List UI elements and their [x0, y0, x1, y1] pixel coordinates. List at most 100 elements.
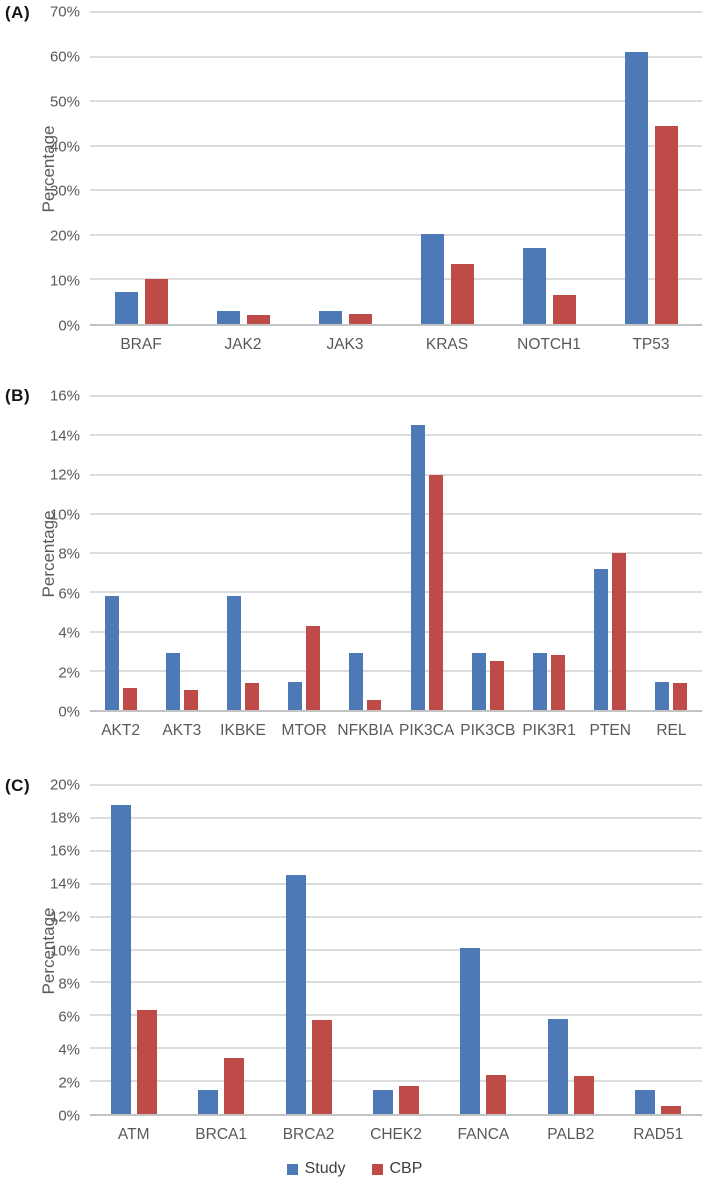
- gridline: [90, 981, 702, 984]
- bar-study-rad51: [635, 1090, 656, 1114]
- gridline: [90, 816, 702, 819]
- bar-study-akt2: [104, 596, 119, 710]
- bars-row: [90, 396, 702, 710]
- bar-group-ikbke: [212, 396, 273, 710]
- panel-c-plot-area: [90, 784, 702, 1116]
- bar-group-chek2: [352, 785, 439, 1114]
- gridline: [90, 144, 702, 147]
- bar-group-pten: [580, 396, 641, 710]
- x-tick-label-ikbke: IKBKE: [220, 722, 266, 739]
- bar-group-jak3: [294, 12, 396, 324]
- x-tick-label-nfkbia: NFKBIA: [337, 722, 394, 739]
- gridline: [90, 189, 702, 192]
- x-tick-label-jak3: JAK3: [326, 336, 364, 353]
- gridline: [90, 784, 702, 786]
- x-tick-label-jak2: JAK2: [224, 336, 262, 353]
- bar-cbp-chek2: [398, 1086, 419, 1114]
- bar-study-pten: [594, 568, 609, 710]
- bar-group-jak2: [192, 12, 294, 324]
- gridline: [90, 915, 702, 918]
- bar-study-akt3: [165, 653, 180, 710]
- bar-study-chek2: [372, 1090, 393, 1114]
- panel-b: (B) Percentage 0% 2% 4% 6% 8% 10% 12% 14% 16% AK…: [0, 373, 709, 755]
- y-tick-label: 12%: [49, 908, 80, 926]
- gridline: [90, 1080, 702, 1083]
- bar-cbp-pik3ca: [428, 474, 443, 710]
- y-tick-label: 60%: [49, 48, 80, 66]
- panel-c-y-axis: 0% 2% 4% 6% 8% 10% 12% 14% 16% 18% 20%: [0, 777, 84, 1125]
- panel-a: (A) Percentage 0% 10% 20% 30% 40% 50% 60% 70% B…: [0, 0, 709, 373]
- bar-cbp-jak2: [246, 315, 270, 324]
- y-tick-label: 40%: [49, 138, 80, 156]
- bar-cbp-palb2: [573, 1076, 594, 1114]
- bar-group-tp53: [600, 12, 702, 324]
- gridline: [90, 55, 702, 58]
- bar-cbp-rad51: [661, 1105, 682, 1114]
- y-tick-label: 30%: [49, 182, 80, 200]
- panel-c: (C) Percentage 0% 2% 4% 6% 8% 10% 12% 14% 16% 18%…: [0, 755, 709, 1187]
- bar-cbp-brca2: [311, 1020, 332, 1114]
- gridline: [90, 11, 702, 13]
- bar-group-pik3r1: [518, 396, 579, 710]
- x-tick-label-fanca: FANCA: [457, 1126, 510, 1143]
- bar-study-palb2: [547, 1018, 568, 1114]
- gridline: [90, 100, 702, 103]
- bar-group-pik3cb: [457, 396, 518, 710]
- legend-item-cbp: CBP: [371, 1160, 422, 1178]
- legend-item-study: Study: [286, 1160, 346, 1178]
- bar-study-nfkbia: [349, 653, 364, 710]
- x-tick-label-atm: ATM: [117, 1126, 150, 1143]
- y-tick-label: 16%: [49, 387, 80, 405]
- gridline: [90, 395, 702, 397]
- bar-study-fanca: [460, 947, 481, 1114]
- bar-group-notch1: [498, 12, 600, 324]
- bar-group-brca1: [177, 785, 264, 1114]
- bar-group-pik3ca: [396, 396, 457, 710]
- x-tick-label-kras: KRAS: [425, 336, 469, 353]
- y-tick-label: 6%: [58, 1008, 80, 1026]
- y-tick-label: 2%: [58, 664, 80, 681]
- bars-row: [90, 785, 702, 1114]
- bar-study-atm: [110, 804, 131, 1114]
- gridline: [90, 434, 702, 437]
- panel-b-y-axis: 0% 2% 4% 6% 8% 10% 12% 14% 16%: [0, 388, 84, 721]
- gridline: [90, 669, 702, 672]
- panel-b-plot-area: [90, 395, 702, 712]
- y-tick-label: 18%: [49, 809, 80, 827]
- bar-study-mtor: [288, 681, 303, 710]
- bar-cbp-brca1: [224, 1058, 245, 1114]
- x-tick-label-pik3ca: PIK3CA: [399, 722, 455, 739]
- x-tick-label-pten: PTEN: [589, 722, 631, 739]
- y-tick-label: 70%: [49, 3, 80, 21]
- legend-study-label: Study: [304, 1160, 346, 1177]
- x-tick-label-akt2: AKT2: [101, 722, 140, 739]
- bar-group-kras: [396, 12, 498, 324]
- bar-study-kras: [420, 233, 444, 324]
- x-tick-label-rel: REL: [656, 722, 687, 739]
- gridline: [90, 512, 702, 515]
- bar-group-fanca: [440, 785, 527, 1114]
- bar-cbp-akt3: [183, 690, 198, 710]
- y-tick-label: 8%: [58, 975, 80, 993]
- bar-study-jak2: [216, 311, 240, 324]
- bar-cbp-atm: [136, 1010, 157, 1114]
- bars-row: [90, 12, 702, 324]
- x-tick-label-braf: BRAF: [120, 336, 162, 353]
- y-tick-label: 14%: [49, 427, 80, 444]
- bar-cbp-akt2: [122, 688, 137, 710]
- y-tick-label: 0%: [58, 317, 80, 335]
- bar-cbp-pten: [612, 553, 627, 710]
- panel-a-x-axis-labels: BRAF JAK2 JAK3 KRAS NOTCH1 TP53: [90, 336, 702, 354]
- x-tick-label-brca2: BRCA2: [282, 1126, 335, 1143]
- y-tick-label: 6%: [58, 585, 80, 602]
- bar-study-notch1: [522, 248, 546, 324]
- bar-study-brca2: [285, 875, 306, 1114]
- bar-group-akt3: [151, 396, 212, 710]
- bar-study-tp53: [624, 52, 648, 324]
- y-tick-label: 0%: [58, 1107, 80, 1125]
- gridline: [90, 882, 702, 885]
- bar-group-rel: [641, 396, 702, 710]
- gridline: [90, 948, 702, 951]
- bar-group-braf: [90, 12, 192, 324]
- bar-group-rad51: [615, 785, 702, 1114]
